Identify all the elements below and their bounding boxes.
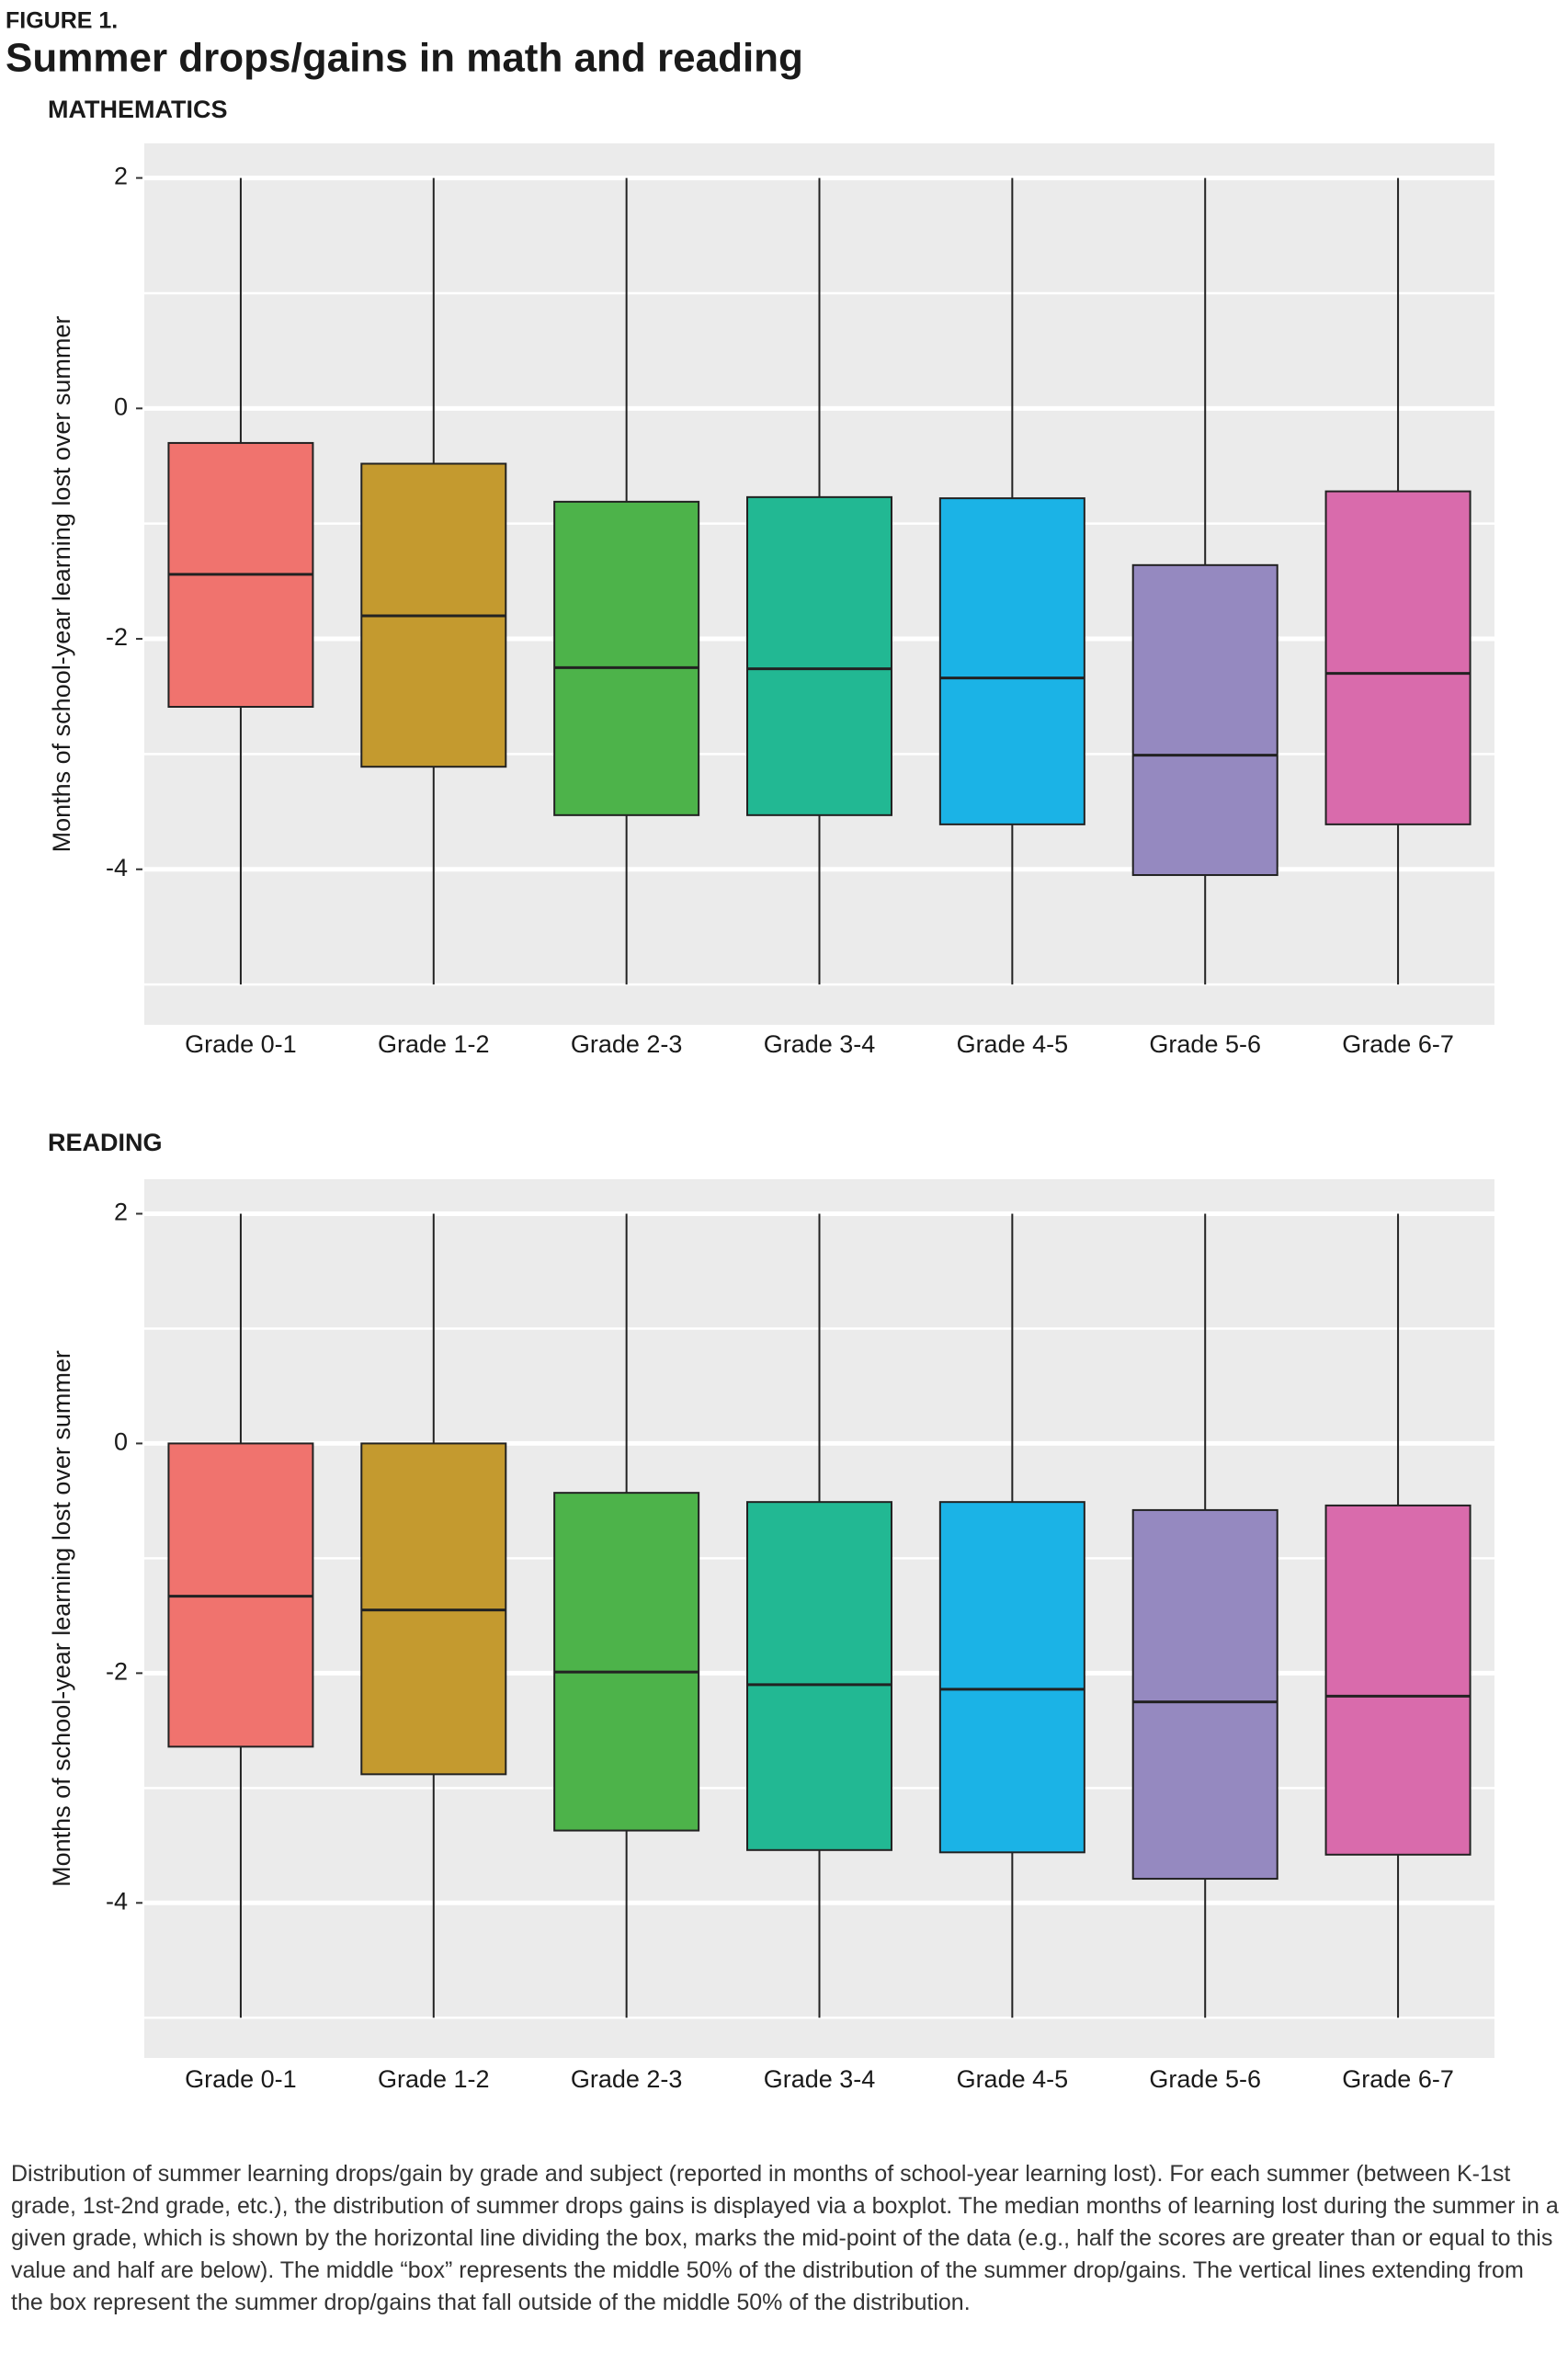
figure-label: FIGURE 1. [6, 8, 118, 34]
box [1131, 1508, 1278, 1881]
panel-title: MATHEMATICS [48, 96, 227, 123]
y-tick-label: 0 [114, 392, 128, 420]
x-tick-label: Grade 4-5 [957, 2065, 1069, 2093]
x-tick-label: Grade 5-6 [1149, 2065, 1261, 2093]
x-tick-label: Grade 0-1 [185, 1030, 297, 1058]
x-tick-label: Grade 3-4 [764, 2065, 876, 2093]
box [938, 497, 1085, 825]
y-axis-label: Months of school-year learning lost over… [48, 316, 75, 853]
y-tick-label: -2 [106, 623, 128, 651]
x-tick-label: Grade 1-2 [378, 2065, 490, 2093]
box [1324, 490, 1471, 825]
y-tick-label: -2 [106, 1657, 128, 1685]
box [553, 1492, 700, 1832]
box [746, 495, 892, 816]
box [1131, 563, 1278, 877]
figure-title: Summer drops/gains in math and reading [6, 36, 803, 81]
x-tick-label: Grade 1-2 [378, 1030, 490, 1058]
box [746, 1501, 892, 1851]
box [938, 1501, 1085, 1854]
y-tick-label: 2 [114, 163, 128, 190]
y-tick-label: -4 [106, 1887, 128, 1915]
x-tick-label: Grade 3-4 [764, 1030, 876, 1058]
box [553, 500, 700, 816]
y-tick-label: 2 [114, 1199, 128, 1226]
y-tick-label: -4 [106, 854, 128, 881]
x-tick-label: Grade 6-7 [1342, 1030, 1454, 1058]
panel-title: READING [48, 1129, 163, 1156]
x-tick-label: Grade 6-7 [1342, 2065, 1454, 2093]
box [1324, 1504, 1471, 1856]
x-tick-label: Grade 0-1 [185, 2065, 297, 2093]
x-tick-label: Grade 2-3 [571, 2065, 683, 2093]
x-tick-label: Grade 5-6 [1149, 1030, 1261, 1058]
y-axis-label: Months of school-year learning lost over… [48, 1350, 75, 1887]
x-tick-label: Grade 4-5 [957, 1030, 1069, 1058]
figure: FIGURE 1. Summer drops/gains in math and… [6, 8, 1494, 2093]
y-tick-label: 0 [114, 1428, 128, 1456]
x-tick-label: Grade 2-3 [571, 1030, 683, 1058]
caption: Distribution of summer learning drops/ga… [11, 2161, 1559, 2315]
